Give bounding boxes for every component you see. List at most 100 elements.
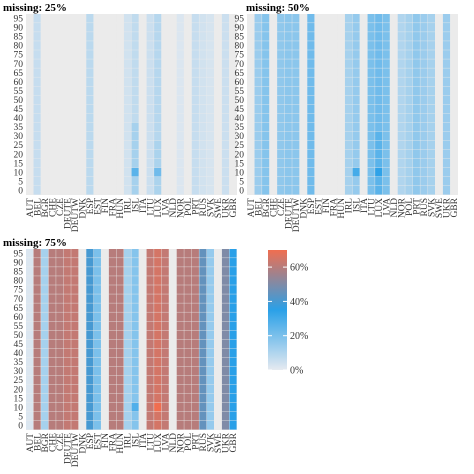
heatmap-cell xyxy=(214,158,222,168)
heatmap-cell xyxy=(435,95,443,105)
y-tick-label: 50 xyxy=(235,96,245,106)
heatmap-cell xyxy=(116,14,124,23)
heatmap-cell xyxy=(154,59,162,68)
heatmap-cell xyxy=(184,23,192,32)
heatmap-cell xyxy=(101,312,109,321)
heatmap-cell xyxy=(352,68,360,77)
heatmap-cell xyxy=(108,149,117,159)
heatmap-cell xyxy=(101,140,109,150)
heatmap-cell xyxy=(131,176,139,186)
heatmap-cell xyxy=(360,149,368,159)
heatmap-cell xyxy=(344,41,353,50)
x-tick-label: NOR xyxy=(398,197,408,218)
heatmap-cell xyxy=(427,77,435,86)
heatmap-cell xyxy=(26,420,34,430)
heatmap-cell xyxy=(108,167,117,177)
heatmap-cell xyxy=(229,303,237,312)
heatmap-cell xyxy=(360,14,368,23)
heatmap-cell xyxy=(382,113,390,123)
heatmap-cell xyxy=(314,131,322,141)
heatmap-cell xyxy=(93,276,101,285)
y-tick-label: 30 xyxy=(14,132,24,142)
heatmap-cell xyxy=(169,321,177,331)
heatmap-cell xyxy=(412,131,420,141)
heatmap-cell xyxy=(101,384,109,394)
heatmap-cell xyxy=(435,77,443,86)
heatmap-cell xyxy=(154,339,162,349)
heatmap-cell xyxy=(26,140,34,150)
heatmap-cell xyxy=(78,285,86,294)
heatmap-cell xyxy=(262,77,270,86)
heatmap-cell xyxy=(41,303,49,312)
x-tick-label: SWE xyxy=(435,198,445,218)
heatmap-cell xyxy=(108,14,117,23)
heatmap-cell xyxy=(33,176,41,186)
x-tick-label: BGR xyxy=(262,197,272,217)
heatmap-cell xyxy=(169,41,177,50)
heatmap-cell xyxy=(247,104,255,114)
heatmap-cell xyxy=(176,131,184,141)
heatmap-cell xyxy=(337,140,345,150)
heatmap-cell xyxy=(214,113,222,123)
heatmap-cell xyxy=(154,249,162,258)
heatmap-cell xyxy=(146,375,154,385)
heatmap-cell xyxy=(397,122,405,132)
heatmap-cell xyxy=(184,59,192,68)
heatmap-cell xyxy=(277,140,285,150)
heatmap-cell xyxy=(161,258,169,267)
heatmap-cell xyxy=(247,176,255,186)
heatmap-cell xyxy=(412,50,420,59)
heatmap-cell xyxy=(56,267,64,276)
x-tick-label: POL xyxy=(405,198,415,216)
heatmap-cell xyxy=(206,77,214,86)
heatmap-cell xyxy=(442,41,451,50)
heatmap-cell xyxy=(86,366,94,376)
heatmap-cell xyxy=(116,276,124,285)
heatmap-cell xyxy=(405,68,413,77)
heatmap-cell xyxy=(146,303,154,312)
heatmap-cell xyxy=(71,312,79,321)
heatmap-cell xyxy=(176,95,184,105)
heatmap-cell xyxy=(367,14,375,23)
heatmap-cell xyxy=(344,86,353,96)
heatmap-cell xyxy=(269,77,277,86)
heatmap-cell xyxy=(299,86,307,96)
heatmap-cell xyxy=(139,104,147,114)
heatmap-cell xyxy=(169,104,177,114)
heatmap-cell xyxy=(108,140,117,150)
heatmap-cell xyxy=(176,41,184,50)
heatmap-cell xyxy=(367,131,375,141)
heatmap-cell xyxy=(41,375,49,385)
heatmap-cell xyxy=(191,384,199,394)
heatmap-cell xyxy=(247,131,255,141)
heatmap-cell xyxy=(390,104,398,114)
heatmap-cell xyxy=(221,348,230,358)
heatmap-cell xyxy=(229,149,237,159)
heatmap-cell xyxy=(262,158,270,168)
heatmap-cell xyxy=(116,303,124,312)
heatmap-cell xyxy=(352,50,360,59)
heatmap-cell xyxy=(93,402,101,412)
heatmap-cell xyxy=(337,41,345,50)
heatmap-cell xyxy=(247,95,255,105)
x-tick-label: ISL xyxy=(131,433,141,447)
heatmap-cell xyxy=(221,249,230,258)
heatmap-cell xyxy=(56,50,64,59)
heatmap-cell xyxy=(33,339,41,349)
heatmap-cell xyxy=(397,140,405,150)
heatmap-cell xyxy=(63,86,71,96)
heatmap-cell xyxy=(123,50,132,59)
heatmap-cell xyxy=(78,348,86,358)
heatmap-cell xyxy=(161,384,169,394)
heatmap-cell xyxy=(71,411,79,421)
heatmap-cell xyxy=(221,95,230,105)
heatmap-cell xyxy=(199,420,207,430)
heatmap-cell xyxy=(48,267,56,276)
heatmap-cell xyxy=(26,375,34,385)
heatmap-cell xyxy=(262,41,270,50)
heatmap-cell xyxy=(86,393,94,403)
heatmap-cell xyxy=(161,312,169,321)
x-tick-label: UKR xyxy=(222,432,232,453)
y-tick-label: 25 xyxy=(235,141,245,151)
heatmap-cell xyxy=(116,185,124,195)
